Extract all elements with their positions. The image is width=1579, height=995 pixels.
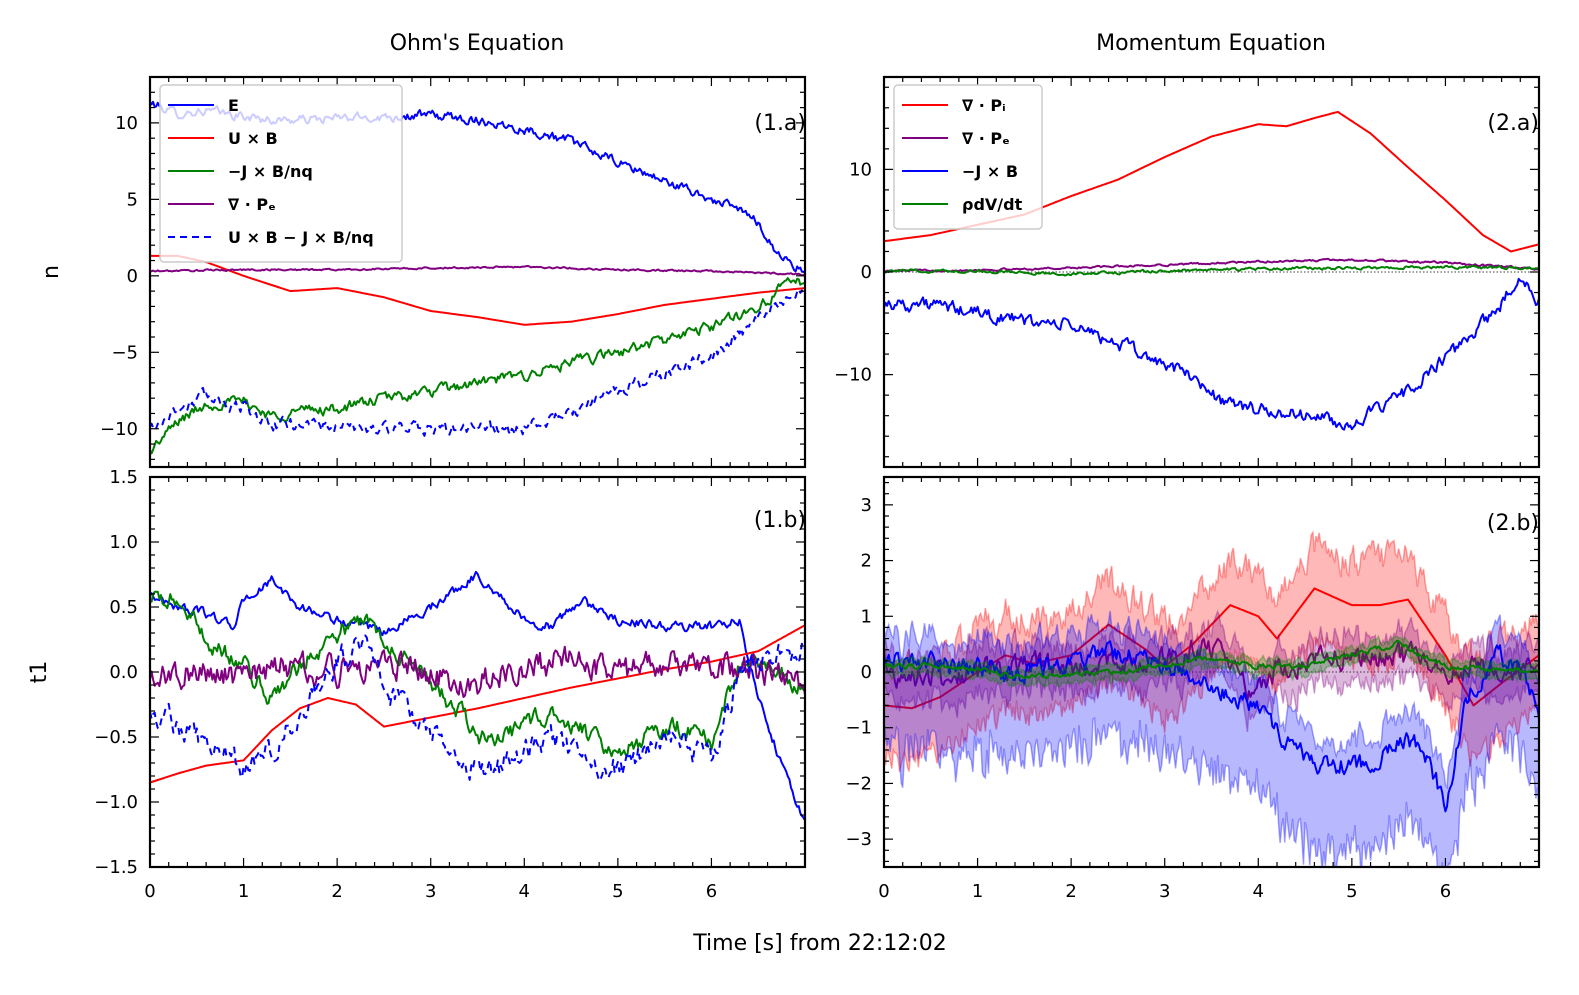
legend: E U × B −J × B/nq ∇ · Pₑ U × B − J × B/nq [159,84,403,263]
panel-2a-title: Momentum Equation [1096,31,1326,56]
panel-1a-ylabel: n [39,265,64,279]
y-tick-label: 5 [127,189,138,210]
y-tick-label: 1.5 [109,467,138,488]
y-tick-label: 0 [127,266,138,287]
series-line-−J×B/nq [150,277,805,455]
panel-1a-label: (1.a) [754,111,806,136]
series-line-∇·Pe [150,265,805,277]
series-line-U×B [150,624,805,784]
y-tick-label: 10 [849,159,872,180]
legend-label: ∇ · Pₑ [962,129,1010,148]
x-tick-label: 6 [1440,881,1451,902]
panel-1b-label: (1.b) [754,508,806,533]
x-tick-label: 4 [519,881,530,902]
series-line-−J×B [884,277,1539,431]
x-tick-label: 6 [706,881,717,902]
panel-2b: 0 1 2 3 4 5 6 −3 −2 −1 0 1 2 3 [845,475,1541,902]
series-line-∇·Pe [150,645,805,698]
y-tick-label: 0.5 [109,597,138,618]
y-tick-label: −0.5 [94,727,138,748]
series-line-U×B−J×B/nq [150,288,805,437]
x-tick-label: 1 [972,881,983,902]
series-line-∇·Pe [884,257,1539,273]
y-tick-label: 3 [861,495,872,516]
panel-1a-title: Ohm's Equation [390,31,565,56]
series-line-ρdV/dt [884,639,1539,680]
panel-2a: −10 0 10 ∇ · Pᵢ ∇ · Pₑ −J × B ρdV/dt [834,75,1541,469]
y-tick-label: −10 [834,365,872,386]
panel-2b-label: (2.b) [1487,511,1539,536]
x-tick-label: 1 [238,881,249,902]
legend-label: E [228,96,239,115]
series-line-−J×B [884,640,1539,813]
y-tick-label: 0 [861,262,872,283]
plot-area [884,530,1539,867]
x-tick-label: 5 [1346,881,1357,902]
legend: ∇ · Pᵢ ∇ · Pₑ −J × B ρdV/dt [893,84,1043,230]
legend-label: U × B [228,129,278,148]
y-tick-label: 10 [115,113,138,134]
series-line-−J×B/nq [150,590,805,758]
legend-box [159,84,403,263]
y-tick-label: 1.0 [109,532,138,553]
panel-1b-ylabel: t1 [27,661,52,684]
series-line-E [150,570,805,821]
legend-label: ρdV/dt [962,195,1023,214]
x-tick-label: 3 [425,881,436,902]
x-tick-label: 2 [1065,881,1076,902]
panel-1a: −10 −5 0 5 10 E U × B −J × B/nq ∇ · Pₑ U × B − J … [100,75,807,469]
panel-2a-label: (2.a) [1487,111,1539,136]
band-ρdV/dt [884,634,1539,689]
x-tick-label: 0 [144,881,155,902]
band-∇·Pe [884,609,1539,732]
panel-1b: 0 1 2 3 4 5 6 −1.5 −1.0 −0.5 0.0 0.5 1.0 1.5 [94,467,807,902]
y-tick-label: −10 [100,419,138,440]
y-tick-label: 0.0 [109,662,138,683]
y-tick-label: −1 [845,718,872,739]
y-tick-label: −3 [845,829,872,850]
y-tick-label: −1.5 [94,857,138,878]
x-tick-label: 4 [1253,881,1264,902]
series-line-ρdV/dt [884,264,1539,277]
plot-area [150,570,805,821]
x-tick-label: 2 [331,881,342,902]
legend-box [893,84,1043,230]
legend-label: −J × B [962,162,1018,181]
y-tick-label: −2 [845,773,872,794]
y-tick-label: 0 [861,662,872,683]
legend-label: ∇ · Pₑ [228,195,276,214]
legend-label: U × B − J × B/nq [228,228,374,247]
axes-frame [148,75,807,469]
y-tick-label: 1 [861,606,872,627]
legend-label: ∇ · Pᵢ [962,96,1006,115]
y-tick-label: −5 [111,342,138,363]
series-line-U×B [150,254,805,326]
x-tick-label: 5 [612,881,623,902]
x-tick-label: 3 [1159,881,1170,902]
band-−J×B [884,610,1539,867]
x-tick-label: 0 [878,881,889,902]
x-axis-label: Time [s] from 22:12:02 [692,931,946,956]
legend-label: −J × B/nq [228,162,313,181]
y-tick-label: 2 [861,551,872,572]
y-tick-label: −1.0 [94,792,138,813]
